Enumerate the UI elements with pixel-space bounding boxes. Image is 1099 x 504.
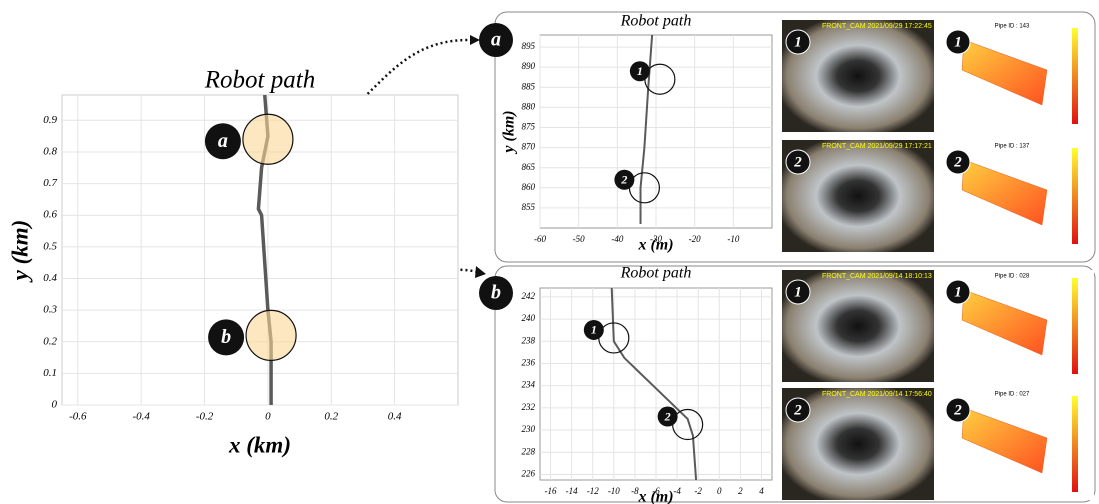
photo-caption: Pipe ID : 027 bbox=[995, 392, 1030, 398]
y-tick-label: 234 bbox=[522, 380, 536, 390]
photo-caption: Pipe ID : 143 bbox=[995, 24, 1030, 30]
x-tick-label: -60 bbox=[534, 234, 546, 244]
y-tick-label: 0 bbox=[52, 399, 58, 411]
marker-circle bbox=[243, 114, 293, 164]
marker-circle bbox=[246, 310, 296, 360]
photo-badge-label: 2 bbox=[953, 402, 962, 418]
y-axis-label: y (km) bbox=[501, 110, 518, 154]
figure: -0.6 -0.4 -0.2 0 0.2 0.4 0 0.1 0.2 0.3 0.4 0.5 0.6 0.… bbox=[0, 0, 1099, 504]
x-tick-label: 0.2 bbox=[324, 411, 338, 423]
y-tick-label: 0.5 bbox=[43, 240, 57, 252]
x-axis-label: x (m) bbox=[637, 237, 673, 254]
y-tick-label: 885 bbox=[522, 81, 536, 91]
x-tick-label: 0.4 bbox=[388, 411, 402, 423]
photo-caption: FRONT_CAM 2021/09/29 17:22:45 bbox=[822, 23, 932, 30]
arrow-head bbox=[475, 266, 486, 278]
x-tick-label: -0.2 bbox=[196, 411, 214, 423]
chart-title: Robot path bbox=[620, 13, 692, 30]
x-tick-label: -0.6 bbox=[69, 411, 87, 423]
y-tick-label: 0.3 bbox=[43, 304, 57, 316]
x-tick-label: -0.4 bbox=[132, 411, 150, 423]
x-tick-label: -2 bbox=[694, 486, 702, 496]
marker-label: a bbox=[218, 130, 228, 152]
x-tick-label: -40 bbox=[611, 234, 623, 244]
y-tick-label: 875 bbox=[522, 122, 536, 132]
photo-badge-label: 2 bbox=[793, 402, 802, 418]
photo-badge-label: 2 bbox=[953, 154, 962, 170]
y-tick-label: 0.6 bbox=[43, 209, 57, 221]
y-tick-label: 242 bbox=[522, 291, 536, 301]
x-tick-label: 2 bbox=[738, 486, 743, 496]
y-tick-label: 880 bbox=[522, 101, 536, 111]
color-bar bbox=[1072, 148, 1078, 244]
photo-caption: Pipe ID : 028 bbox=[995, 274, 1030, 280]
x-axis-label: x (m) bbox=[637, 489, 673, 504]
marker-label: 2 bbox=[620, 173, 627, 187]
arrow-head bbox=[470, 35, 480, 45]
x-tick-label: -14 bbox=[566, 486, 578, 496]
marker-label: 1 bbox=[591, 323, 597, 337]
color-bar bbox=[1072, 396, 1078, 492]
y-tick-label: 890 bbox=[522, 61, 536, 71]
color-bar bbox=[1072, 28, 1078, 124]
x-tick-label: 0 bbox=[717, 486, 722, 496]
y-tick-label: 230 bbox=[522, 424, 536, 434]
page: -0.6 -0.4 -0.2 0 0.2 0.4 0 0.1 0.2 0.3 0.4 0.5 0.6 0.… bbox=[0, 0, 1099, 504]
panel-label: a bbox=[491, 29, 501, 51]
marker-label: 2 bbox=[664, 409, 671, 423]
x-tick-label: -12 bbox=[587, 486, 599, 496]
y-tick-label: 240 bbox=[522, 313, 536, 323]
photo-badge-label: 1 bbox=[954, 34, 962, 50]
y-tick-label: 865 bbox=[522, 162, 536, 172]
photo-caption: FRONT_CAM 2021/09/14 17:56:40 bbox=[822, 391, 932, 398]
photo-caption: Pipe ID : 137 bbox=[995, 144, 1030, 150]
x-tick-label: -50 bbox=[573, 234, 585, 244]
y-tick-label: 870 bbox=[522, 142, 536, 152]
photo-badge-label: 2 bbox=[793, 154, 802, 170]
photo-badge-label: 1 bbox=[794, 34, 802, 50]
y-axis-label: y (km) bbox=[7, 220, 32, 284]
y-tick-label: 0.9 bbox=[43, 114, 57, 126]
marker-label: 1 bbox=[637, 64, 643, 78]
photo-caption: FRONT_CAM 2021/09/29 17:17:21 bbox=[822, 143, 932, 150]
x-tick-label: -16 bbox=[545, 486, 557, 496]
y-tick-label: 238 bbox=[522, 335, 536, 345]
marker-label: b bbox=[221, 326, 231, 348]
photo-badge-label: 1 bbox=[954, 284, 962, 300]
x-tick-label: 4 bbox=[759, 486, 764, 496]
y-tick-label: 226 bbox=[522, 469, 536, 479]
photo-caption: FRONT_CAM 2021/09/14 18:10:13 bbox=[822, 273, 932, 280]
y-tick-label: 232 bbox=[522, 402, 536, 412]
x-tick-label: -10 bbox=[727, 234, 739, 244]
y-tick-label: 0.2 bbox=[43, 335, 57, 347]
x-tick-label: -4 bbox=[673, 486, 681, 496]
panel-label: b bbox=[491, 282, 501, 304]
y-tick-label: 855 bbox=[522, 202, 536, 212]
y-tick-label: 895 bbox=[522, 41, 536, 51]
x-tick-label: -20 bbox=[689, 234, 701, 244]
x-tick-label: -10 bbox=[608, 486, 620, 496]
x-tick-label: 0 bbox=[265, 411, 271, 423]
chart-title: Robot path bbox=[620, 265, 692, 282]
x-axis-label: x (km) bbox=[228, 432, 291, 457]
y-tick-label: 860 bbox=[522, 182, 536, 192]
y-tick-label: 0.4 bbox=[43, 272, 57, 284]
y-tick-label: 236 bbox=[522, 358, 536, 368]
y-tick-label: 0.8 bbox=[43, 145, 57, 157]
chart-title: Robot path bbox=[204, 67, 315, 94]
photo-badge-label: 1 bbox=[794, 284, 802, 300]
y-tick-label: 0.1 bbox=[43, 367, 57, 379]
color-bar bbox=[1072, 278, 1078, 374]
y-tick-label: 228 bbox=[522, 446, 536, 456]
y-tick-label: 0.7 bbox=[43, 177, 57, 189]
